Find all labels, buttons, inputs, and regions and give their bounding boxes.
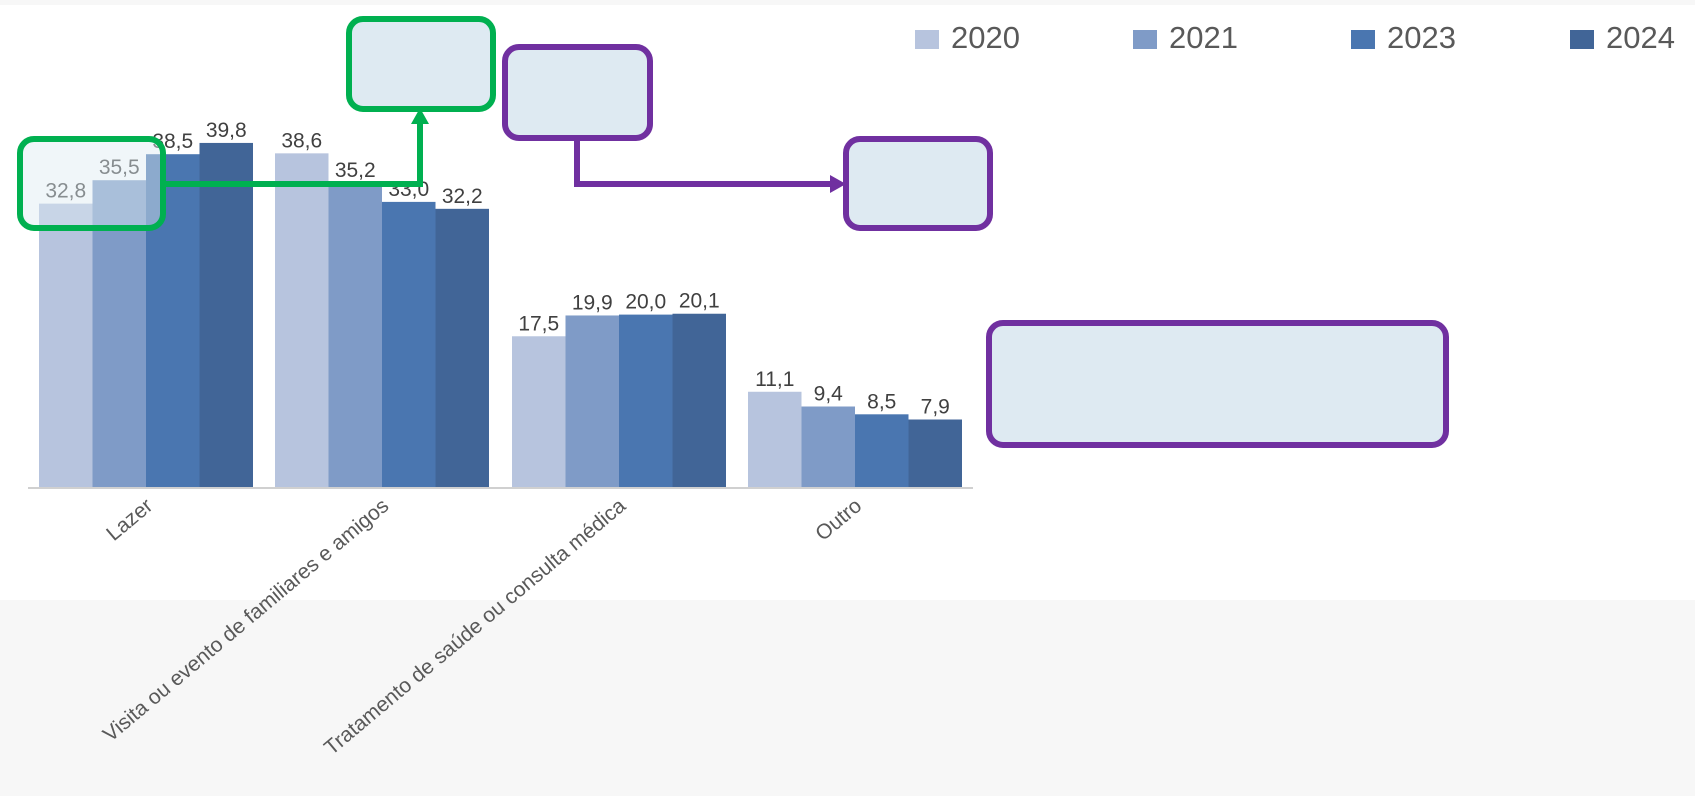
legend-swatch xyxy=(1133,30,1157,49)
data-label: 17,5 xyxy=(518,312,559,335)
bar-2023-1 xyxy=(146,154,200,488)
data-label: 11,1 xyxy=(755,368,794,391)
legend-swatch xyxy=(915,30,939,49)
purple-callout-box-wide xyxy=(986,320,1449,448)
bar-2021-4 xyxy=(801,406,855,488)
bars-layer xyxy=(39,142,962,489)
bar-2024-4 xyxy=(908,419,962,488)
data-label: 7,9 xyxy=(921,396,950,419)
green-connector-arrow xyxy=(163,120,423,187)
bar-2020-3 xyxy=(512,336,566,488)
purple-callout-box-target xyxy=(843,136,993,231)
data-label: 19,9 xyxy=(572,291,613,314)
green-callout-box-target xyxy=(346,16,496,112)
data-label: 38,6 xyxy=(281,129,322,152)
bar-2021-1 xyxy=(92,180,146,488)
bar-2024-2 xyxy=(435,208,489,489)
bar-2023-3 xyxy=(619,314,673,488)
data-label: 20,0 xyxy=(625,291,666,314)
data-label: 32,8 xyxy=(45,180,86,203)
legend-swatch xyxy=(1570,30,1594,49)
value-labels-layer: 32,835,538,5 39,8 38,635,233,0 32,217,519,9… xyxy=(45,119,950,419)
data-label: 20,1 xyxy=(679,290,720,313)
bar-2020-4 xyxy=(748,391,802,488)
data-label: 35,2 xyxy=(335,159,376,182)
annotations-layer xyxy=(17,16,1449,448)
legend-label: 2024 xyxy=(1606,20,1675,55)
purple-callout-box-source xyxy=(502,44,653,141)
green-arrowhead xyxy=(411,108,429,124)
legend-label: 2020 xyxy=(951,20,1020,55)
bar-2021-3 xyxy=(565,315,619,488)
bar-2024-1 xyxy=(199,142,253,488)
data-label: 35,5 xyxy=(99,156,140,179)
legend-label: 2021 xyxy=(1169,20,1238,55)
legend-swatch xyxy=(1351,30,1375,49)
data-label: 9,4 xyxy=(814,383,844,406)
bar-2020-2 xyxy=(275,153,329,488)
data-label: 32,2 xyxy=(442,185,483,208)
bar-2021-2 xyxy=(328,182,382,489)
green-callout-box-source xyxy=(17,136,166,231)
purple-connector-arrow xyxy=(574,138,834,187)
purple-arrowhead xyxy=(830,175,846,193)
bar-2024-3 xyxy=(672,313,726,488)
legend-label: 2023 xyxy=(1387,20,1456,55)
bar-2023-2 xyxy=(382,201,436,488)
bar-2023-4 xyxy=(855,414,909,488)
legend: 2020 2021 2023 2024 xyxy=(915,20,1675,55)
data-label: 39,8 xyxy=(206,119,247,142)
bar-2020-1 xyxy=(39,203,93,488)
data-label: 8,5 xyxy=(867,390,896,413)
